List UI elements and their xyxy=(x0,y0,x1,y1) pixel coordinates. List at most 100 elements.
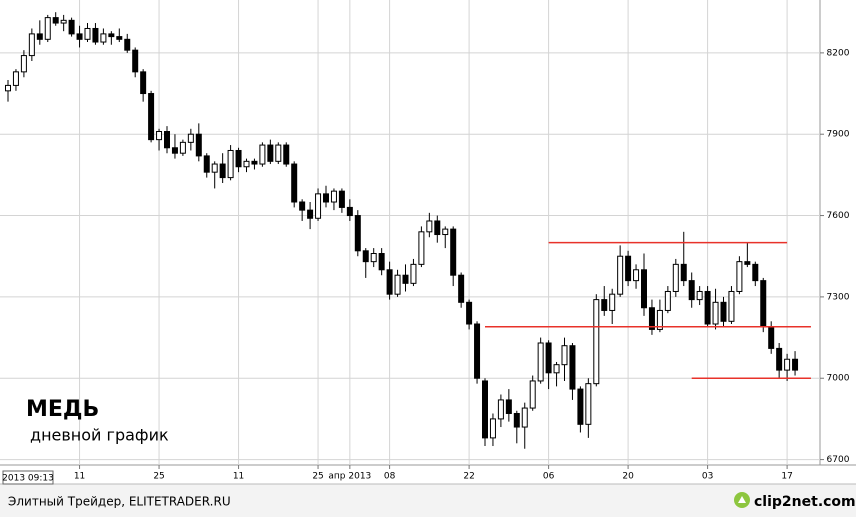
candle-body xyxy=(776,347,783,371)
candle-body xyxy=(171,147,178,154)
candle-body xyxy=(648,307,655,330)
candle-body xyxy=(108,33,115,38)
source: Элитный Трейдер, ELITETRADER.RU xyxy=(8,495,231,509)
y-tick-label: 7300 xyxy=(827,292,850,302)
candle-body xyxy=(52,17,59,24)
candle-body xyxy=(315,193,322,219)
x-tick-label: 11 xyxy=(233,472,244,482)
candle-body xyxy=(529,380,536,409)
x-tick-label: 20 xyxy=(622,472,634,482)
candle-body xyxy=(283,144,290,165)
candle-body xyxy=(489,418,496,439)
candle-body xyxy=(752,263,759,282)
candle-body xyxy=(370,253,377,263)
cursor-label: 2013 09:13 xyxy=(2,474,54,484)
candle-body xyxy=(323,193,329,203)
candle-body xyxy=(728,290,735,322)
candle-body xyxy=(402,274,409,284)
candle-body xyxy=(569,345,576,390)
candle-body xyxy=(68,19,75,35)
y-tick-label: 8200 xyxy=(827,48,850,58)
candle-body xyxy=(720,301,727,322)
candle-body xyxy=(203,155,210,173)
candle-body xyxy=(243,160,250,168)
candle-body xyxy=(20,55,27,73)
candle-body xyxy=(386,269,393,295)
candle-body xyxy=(36,33,43,40)
candle-body xyxy=(672,263,679,292)
candle-body xyxy=(450,228,457,276)
x-tick-label: 22 xyxy=(463,472,474,482)
candle-body xyxy=(330,190,337,203)
candle-body xyxy=(434,220,441,236)
candle-body xyxy=(44,17,51,40)
candle-body xyxy=(148,93,155,141)
candle-body xyxy=(625,255,632,282)
candle-body xyxy=(704,290,711,325)
candle-body xyxy=(712,301,719,325)
candle-body xyxy=(680,263,687,282)
y-tick-label: 7900 xyxy=(827,130,850,140)
candle-body xyxy=(474,323,481,379)
x-tick-label: 11 xyxy=(74,472,85,482)
x-tick-label: 17 xyxy=(781,472,792,482)
candle-body xyxy=(362,250,369,263)
candle-body xyxy=(164,131,170,149)
candle-body xyxy=(609,293,616,311)
candle-body xyxy=(760,280,767,328)
y-tick-label: 6700 xyxy=(827,455,850,465)
candle-body xyxy=(458,274,465,303)
logo: clip2net.com xyxy=(754,494,856,510)
candle-body xyxy=(394,274,401,295)
chart-subtitle: дневной график xyxy=(30,426,169,445)
candle-body xyxy=(179,141,186,154)
candle-body xyxy=(124,38,131,51)
x-tick-label: 06 xyxy=(543,472,555,482)
candle-body xyxy=(5,84,11,92)
grid: 6700 7000 7300 7600 7900 8200 11 25 11 25 апр 2013… xyxy=(0,0,850,482)
candle-body xyxy=(275,144,282,162)
x-tick-label: 25 xyxy=(153,472,164,482)
candle-body xyxy=(513,412,520,428)
candle-body xyxy=(442,228,449,236)
candle-body xyxy=(219,163,226,179)
candle-body xyxy=(641,269,647,309)
candle-body xyxy=(744,261,751,265)
candle-body xyxy=(577,388,584,425)
candle-body xyxy=(505,399,512,414)
candle-body xyxy=(132,49,139,73)
candle-body xyxy=(211,163,218,173)
candle-body xyxy=(195,133,202,157)
candle-body xyxy=(227,149,234,179)
candle-body xyxy=(28,33,35,57)
candle-body xyxy=(76,33,83,40)
candle-body xyxy=(466,301,473,325)
candle-body xyxy=(545,342,552,374)
candle-body xyxy=(617,255,624,295)
candle-body xyxy=(291,163,298,203)
candle-body xyxy=(410,263,417,284)
candle-body xyxy=(537,342,544,382)
candle-body xyxy=(235,149,242,168)
x-tick-label: 03 xyxy=(702,472,713,482)
x-tick-label: 08 xyxy=(384,472,396,482)
candle-body xyxy=(521,407,528,428)
candle-body xyxy=(736,261,743,292)
candle-body xyxy=(601,299,608,311)
candle-body xyxy=(267,144,274,162)
candle-body xyxy=(696,290,703,301)
candle-body xyxy=(187,133,194,143)
candle-body xyxy=(497,399,504,420)
candle-body xyxy=(92,27,99,43)
candle-body xyxy=(140,71,147,95)
candle-body xyxy=(768,326,775,349)
candle-body xyxy=(585,383,592,425)
candle-body xyxy=(60,19,67,24)
y-tick-label: 7600 xyxy=(827,211,850,221)
candle-body xyxy=(784,358,791,371)
candle-body xyxy=(354,215,361,252)
candle-body xyxy=(346,206,353,217)
candle-body xyxy=(100,33,107,43)
